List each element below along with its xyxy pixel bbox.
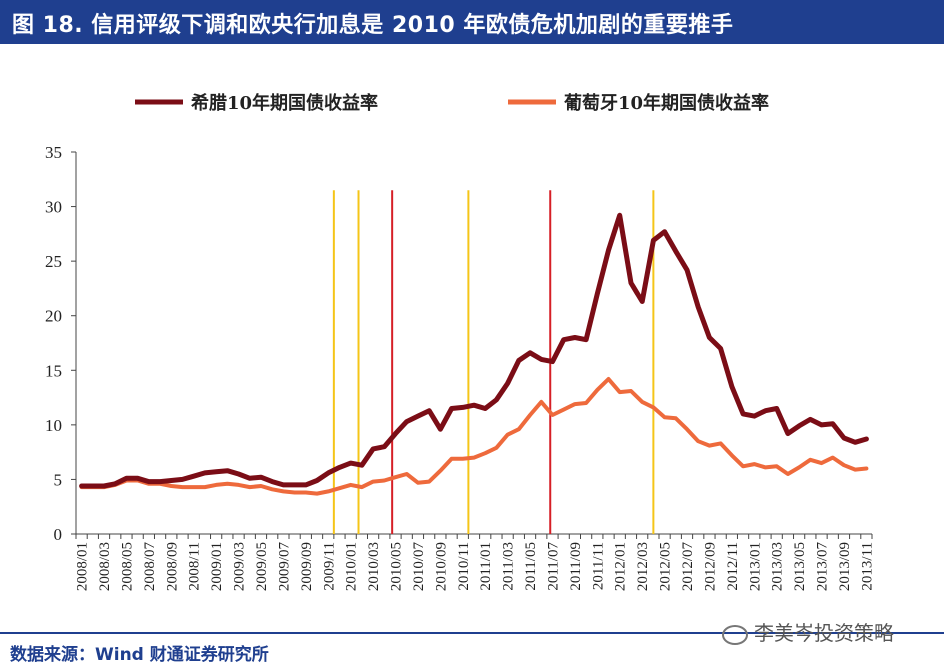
y-tick-label: 30 — [45, 198, 62, 217]
y-tick-label: 0 — [54, 525, 63, 544]
y-tick-label: 10 — [45, 416, 62, 435]
x-tick-label: 2008/03 — [97, 542, 113, 591]
x-tick-label: 2010/01 — [344, 542, 360, 591]
x-tick-label: 2012/07 — [680, 542, 696, 592]
x-tick-label: 2011/07 — [545, 542, 561, 591]
x-tick-label: 2013/07 — [815, 542, 831, 592]
x-tick-label: 2013/11 — [859, 542, 875, 591]
x-tick-label: 2013/03 — [770, 542, 786, 591]
x-tick-label: 2013/05 — [792, 542, 808, 591]
chart-title: 图 18. 信用评级下调和欧央行加息是 2010 年欧债危机加剧的重要推手 — [12, 13, 734, 38]
x-tick-label: 2011/05 — [523, 542, 539, 591]
x-tick-label: 2011/11 — [590, 542, 606, 590]
x-tick-label: 2009/05 — [254, 542, 270, 591]
title-bar: 图 18. 信用评级下调和欧央行加息是 2010 年欧债危机加剧的重要推手 — [0, 0, 944, 44]
x-tick-label: 2008/09 — [164, 542, 180, 591]
legend-portugal-label: 葡萄牙10年期国债收益率 — [563, 92, 769, 114]
x-tick-label: 2009/07 — [276, 542, 292, 592]
x-tick-label: 2013/01 — [747, 542, 763, 591]
x-tick-label: 2009/11 — [321, 542, 337, 591]
y-tick-label: 15 — [45, 361, 62, 380]
y-tick-label: 20 — [45, 307, 62, 326]
x-tick-label: 2008/01 — [75, 542, 91, 591]
y-tick-label: 5 — [54, 470, 63, 489]
y-tick-label: 25 — [45, 252, 62, 271]
yield-chart: 0 5 10 15 20 25 30 35 2008/01 2008/03 2008/05 2008/… — [45, 92, 875, 592]
x-tick-label: 2008/05 — [119, 542, 135, 591]
x-tick-label: 2012/03 — [635, 542, 651, 591]
x-tick-label: 2008/11 — [187, 542, 203, 591]
x-tick-label: 2008/07 — [142, 542, 158, 592]
x-tick-label: 2012/01 — [613, 542, 629, 591]
x-tick-label: 2012/05 — [658, 542, 674, 591]
x-tick-label: 2011/09 — [568, 542, 584, 591]
y-tick-label: 35 — [45, 143, 62, 162]
x-tick-label: 2010/07 — [411, 542, 427, 592]
x-tick-label: 2012/09 — [702, 542, 718, 591]
watermark-text: 李美岑投资策略 — [754, 621, 894, 645]
source-note: 数据来源：Wind 财通证券研究所 — [10, 645, 269, 665]
x-tick-label: 2010/03 — [366, 542, 382, 591]
x-tick-label: 2010/05 — [389, 542, 405, 591]
x-tick-label: 2012/11 — [725, 542, 741, 591]
x-tick-label: 2009/01 — [209, 542, 225, 591]
x-tick-label: 2013/09 — [837, 542, 853, 591]
x-tick-label: 2009/09 — [299, 542, 315, 591]
footer-divider — [0, 632, 944, 634]
series-line-portugal — [79, 377, 869, 496]
legend-greece-label: 希腊10年期国债收益率 — [191, 92, 378, 114]
series-line-greece — [79, 212, 869, 489]
x-tick-label: 2010/09 — [433, 542, 449, 591]
x-tick-label: 2010/11 — [456, 542, 472, 591]
x-tick-label: 2011/01 — [478, 542, 494, 591]
x-tick-label: 2011/03 — [501, 542, 517, 591]
wechat-icon — [722, 624, 748, 645]
watermark: 李美岑投资策略 — [722, 617, 894, 646]
x-tick-label: 2009/03 — [232, 542, 248, 591]
